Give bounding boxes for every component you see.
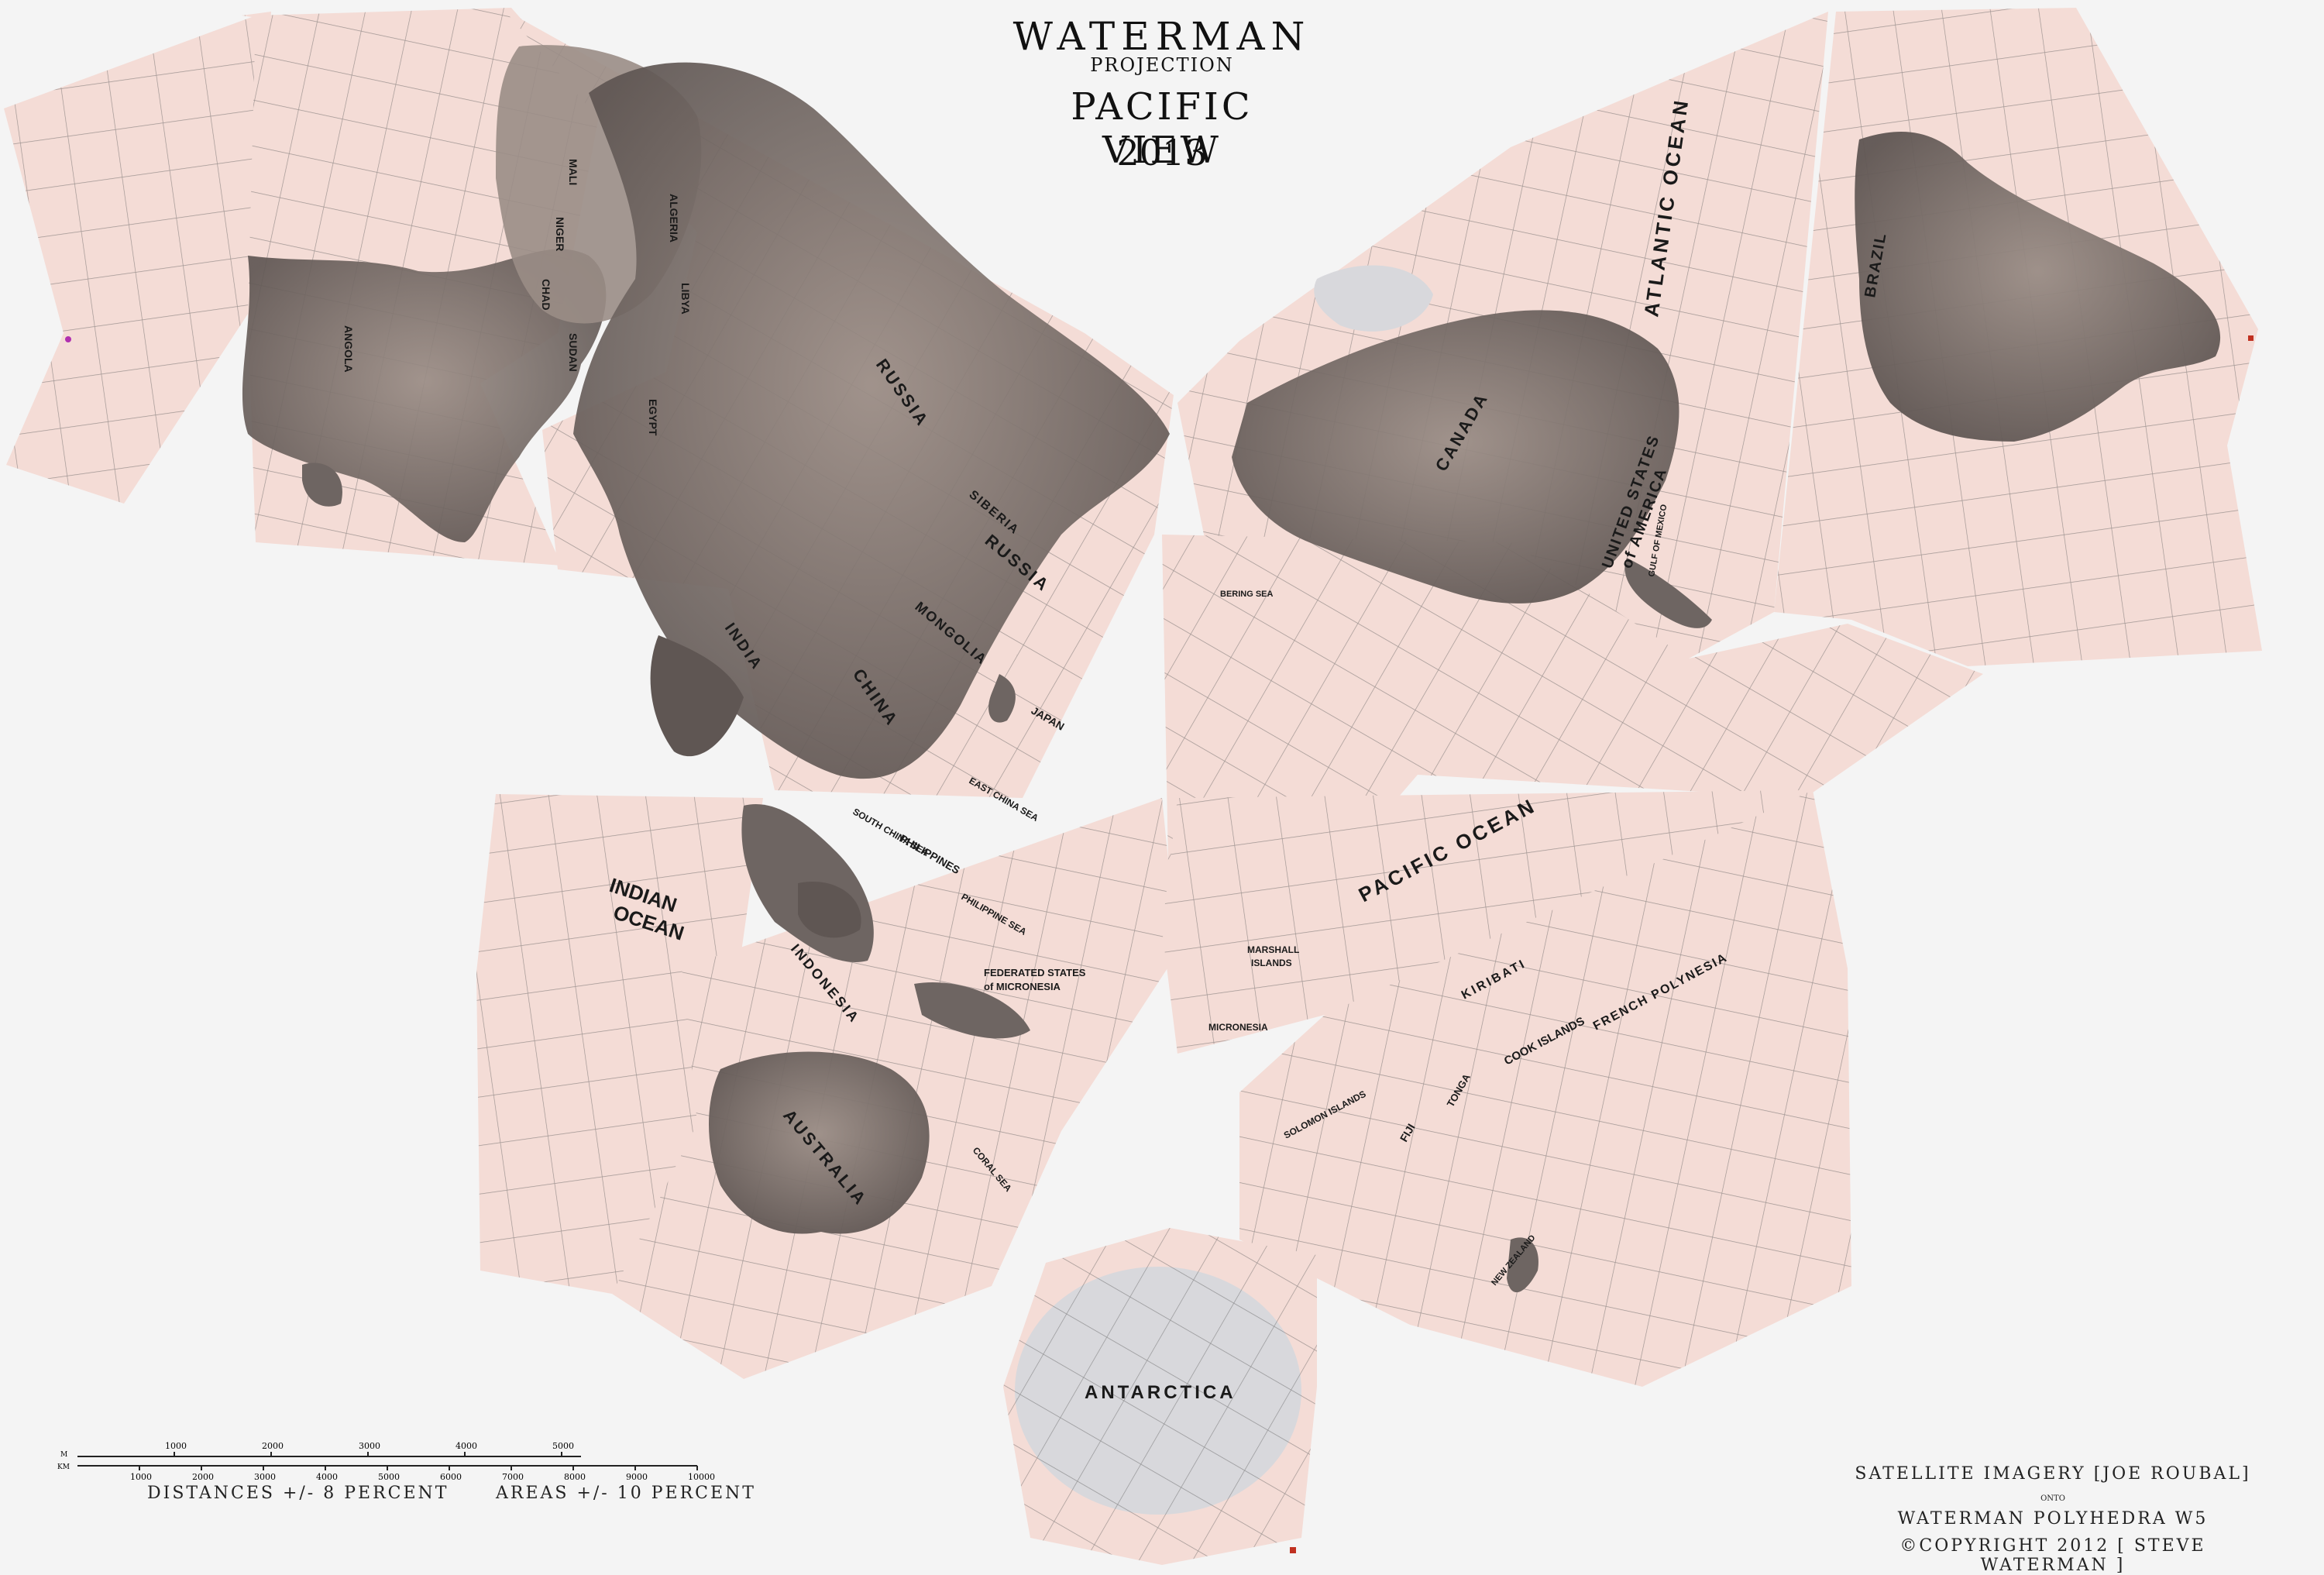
land-borneo (798, 882, 861, 938)
label-niger: NIGER (554, 217, 566, 251)
facet-antarctica-grid (1003, 1228, 1317, 1565)
scale-label-miles: 4000 (456, 1441, 477, 1451)
red-square-icon (1290, 1547, 1296, 1553)
scale-label-km: 1000 (130, 1472, 152, 1482)
scale-label-miles: 3000 (359, 1441, 380, 1451)
land-central-america (1624, 558, 1712, 628)
distances-caption: DISTANCES +/- 8 PERCENT (147, 1484, 449, 1503)
scale-label-miles: 2000 (262, 1441, 284, 1451)
title-waterman: WATERMAN (1012, 14, 1312, 59)
landmasses (242, 45, 2221, 1293)
label-mali: MALI (567, 159, 579, 185)
label-marshall: MARSHALL (1247, 944, 1299, 955)
scale-label-km: 7000 (502, 1472, 524, 1482)
scale-unit-miles: M (60, 1451, 67, 1459)
label-micronesia: MICRONESIA (1208, 1022, 1268, 1033)
scale-label-miles: 5000 (552, 1441, 574, 1451)
scale-bar: M KM 1000 2000 3000 4000 5000 1000 2000 3000 400… (57, 1441, 715, 1482)
credit-onto: onto (2040, 1491, 2065, 1504)
label-libya: LIBYA (679, 283, 692, 315)
scale-label-km: 2000 (192, 1472, 214, 1482)
land-japan (988, 674, 1016, 723)
label-micronesia-states: FEDERATED STATES (984, 967, 1086, 978)
land-eurasia (573, 62, 1170, 779)
scale-label-km: 6000 (440, 1472, 462, 1482)
facet-africa-west-grid (4, 12, 271, 504)
land-greenland (1314, 265, 1433, 332)
scale-label-km: 10000 (688, 1472, 715, 1482)
credit-copyright: ©COPYRIGHT 2012 [ STEVE WATERMAN ] (1899, 1536, 2206, 1575)
label-marshall-2: ISLANDS (1251, 958, 1292, 968)
title-year: 2013 (1116, 132, 1208, 174)
facet-north-pacific-grid (1162, 535, 1983, 1054)
scale-label-km: 5000 (378, 1472, 400, 1482)
credit-polyhedra: WATERMAN POLYHEDRA W5 (1897, 1509, 2209, 1529)
land-new-guinea (914, 982, 1030, 1039)
land-africa (242, 249, 607, 542)
facet-group-right (1162, 8, 2262, 1387)
land-madagascar (302, 463, 342, 507)
credit-imagery: SATELLITE IMAGERY [JOE ROUBAL] (1855, 1464, 2251, 1484)
scale-label-km: 3000 (254, 1472, 276, 1482)
label-egypt: EGYPT (647, 399, 659, 436)
magenta-dot-icon (65, 336, 71, 342)
facet-group-antarctica (1003, 1228, 1317, 1565)
label-south-china-sea: SOUTH CHINA SEA (851, 806, 931, 858)
title-projection: PROJECTION (1090, 54, 1234, 76)
label-antarctica: ANTARCTICA (1085, 1382, 1236, 1403)
land-new-zealand (1507, 1237, 1538, 1293)
land-india (650, 635, 744, 757)
scale-label-km: 8000 (564, 1472, 586, 1482)
land-australia (709, 1051, 930, 1234)
label-bering-sea: BERING SEA (1220, 590, 1274, 599)
scale-unit-km: KM (57, 1463, 70, 1471)
areas-caption: AREAS +/- 10 PERCENT (496, 1484, 756, 1503)
red-square-icon (2248, 335, 2254, 341)
scale-label-km: 4000 (316, 1472, 338, 1482)
scale-label-km: 9000 (626, 1472, 648, 1482)
label-angola: ANGOLA (342, 325, 355, 373)
label-micronesia-of: of MICRONESIA (984, 981, 1061, 992)
label-sudan: SUDAN (567, 333, 579, 372)
label-algeria: ALGERIA (668, 194, 680, 242)
land-north-america (1232, 310, 1679, 604)
facet-south-pacific-grid (1239, 790, 1851, 1387)
scale-label-miles: 1000 (165, 1441, 187, 1451)
title-pacific-view: PACIFIC VIEW (1071, 85, 1253, 172)
facet-indian-ocean-grid (476, 794, 763, 1294)
land-south-america (1855, 132, 2221, 442)
label-chad: CHAD (540, 279, 552, 310)
